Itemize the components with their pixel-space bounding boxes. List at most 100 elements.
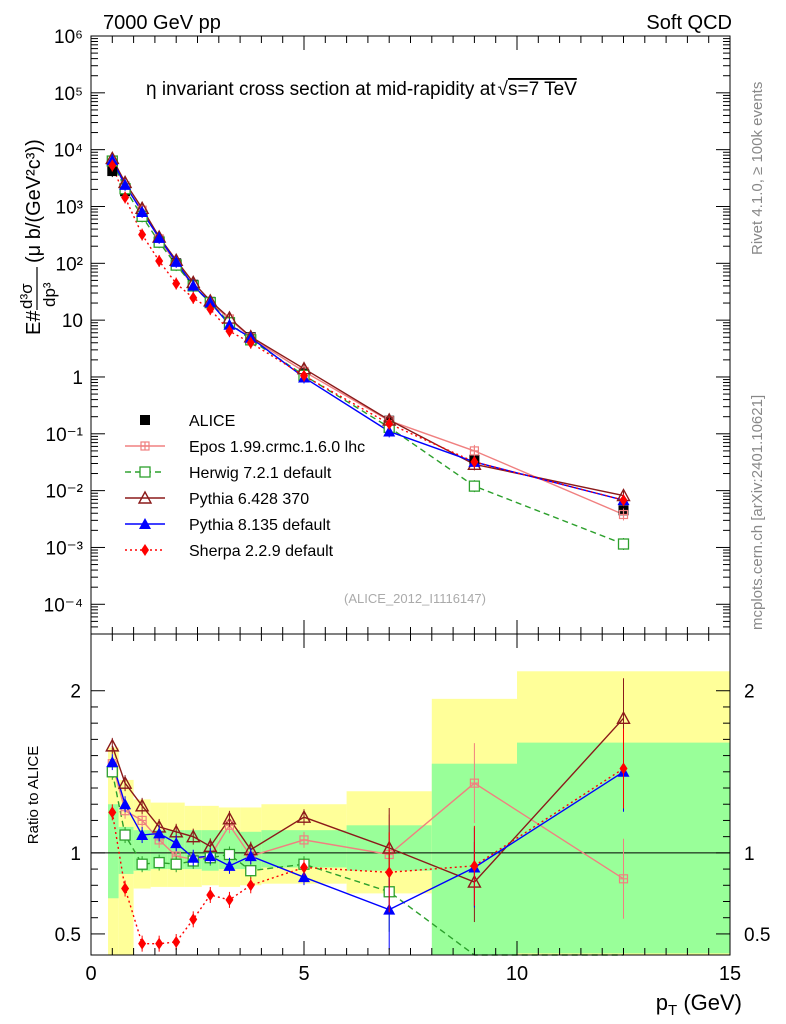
data-point-sherpa-2-2-9-default — [138, 228, 147, 241]
ratio-y-tick-label-right: 1 — [744, 844, 755, 865]
ratio-point-pythia-8-135-default — [106, 756, 119, 768]
legend-marker-alice — [140, 415, 150, 425]
ratio-point-pythia-6-428-370 — [616, 710, 631, 725]
data-point-sherpa-2-2-9-default — [246, 336, 255, 349]
data-point-sherpa-2-2-9-default — [206, 303, 215, 316]
ratio-point-sherpa-2-2-9-default — [155, 937, 164, 950]
ratio-point-pythia-8-135-default — [170, 837, 183, 849]
header-left-label: 7000 GeV pp — [103, 12, 221, 34]
legend-label-pythia-8-135-default: Pythia 8.135 default — [189, 517, 331, 534]
data-point-herwig-7-2-1-default — [617, 538, 630, 550]
ratio-point-herwig-7-2-1-default — [136, 858, 148, 870]
x-axis-label: pT (GeV) — [656, 990, 742, 1019]
y-tick-label: 10⁶ — [54, 27, 83, 48]
data-point-pythia-8-135-default — [153, 231, 166, 243]
y-tick-label: 10⁴ — [54, 141, 83, 162]
data-point-sherpa-2-2-9-default — [121, 191, 130, 204]
data-point-sherpa-2-2-9-default — [172, 277, 181, 290]
ylabel-unit: (μ b/(GeV²c³)) — [23, 139, 45, 263]
ratio-point-pythia-6-428-370 — [222, 811, 237, 825]
data-point-sherpa-2-2-9-default — [385, 417, 394, 430]
legend-marker-epos-1-99-crmc-1-6-0-lhc — [140, 441, 150, 451]
ratio-plot-area — [91, 671, 730, 955]
mcplots-credit-label: mcplots.cern.ch [arXiv:2401.10621] — [749, 395, 766, 630]
legend-marker-herwig-7-2-1-default — [139, 466, 151, 478]
legend-marker-pythia-8-135-default — [139, 518, 151, 529]
rivet-version-label: Rivet 4.1.0, ≥ 100k events — [749, 82, 766, 255]
ratio-point-pythia-6-428-370 — [117, 775, 133, 789]
legend-label-sherpa-2-2-9-default: Sherpa 2.2.9 default — [189, 543, 334, 560]
data-point-pythia-8-135-default — [204, 296, 217, 308]
data-point-sherpa-2-2-9-default — [189, 291, 198, 304]
data-point-sherpa-2-2-9-default — [225, 325, 234, 338]
ratio-point-pythia-8-135-default — [223, 859, 236, 871]
y-tick-label: 10⁻² — [46, 482, 84, 503]
data-point-pythia-8-135-default — [136, 205, 149, 217]
ratio-point-pythia-8-135-default — [298, 871, 310, 883]
ratio-point-epos-1-99-crmc-1-6-0-lhc — [137, 815, 147, 826]
ylabel-denominator: dp³ — [40, 282, 59, 307]
ylabel-numerator: d³σ — [17, 283, 36, 309]
ratio-y-tick-label-right: 2 — [744, 682, 755, 703]
ratio-point-pythia-8-135-default — [204, 850, 217, 862]
legend-label-alice: ALICE — [189, 413, 235, 430]
ratio-y-tick-label: 2 — [70, 682, 81, 703]
legend-marker-pythia-6-428-370 — [137, 490, 153, 504]
y-tick-label: 1 — [72, 368, 83, 389]
ratio-y-tick-label: 1 — [70, 844, 81, 865]
ratio-point-herwig-7-2-1-default — [170, 858, 182, 870]
data-point-pythia-8-135-default — [223, 318, 236, 330]
legend: ALICE Epos 1.99.crmc.1.6.0 lhc Herwig 7.2.… — [125, 413, 365, 560]
y-tick-label: 10 — [62, 311, 83, 332]
data-point-pythia-8-135-default — [119, 178, 132, 190]
ratio-point-sherpa-2-2-9-default — [189, 913, 198, 926]
ratio-point-sherpa-2-2-9-default — [385, 866, 394, 879]
main-y-axis-label: E# d³σ dp³ (μ b/(GeV²c³)) — [17, 139, 59, 335]
ratio-point-pythia-8-135-default — [244, 850, 257, 862]
data-point-pythia-8-135-default — [383, 425, 396, 437]
ratio-point-sherpa-2-2-9-default — [470, 859, 479, 872]
x-tick-label: 10 — [506, 963, 528, 985]
ratio-point-herwig-7-2-1-default — [153, 856, 165, 869]
ratio-point-sherpa-2-2-9-default — [138, 937, 147, 950]
legend-label-herwig-7-2-1-default: Herwig 7.2.1 default — [189, 465, 332, 482]
ratio-point-sherpa-2-2-9-default — [206, 889, 215, 902]
ratio-point-sherpa-2-2-9-default — [108, 806, 117, 819]
y-tick-label: 10⁵ — [54, 84, 83, 105]
main-title: η invariant cross section at mid-rapidit… — [146, 79, 577, 100]
data-point-herwig-7-2-1-default — [468, 480, 481, 492]
data-point-sherpa-2-2-9-default — [300, 369, 308, 382]
analysis-watermark: (ALICE_2012_I1116147) — [344, 591, 486, 606]
y-tick-label: 10⁻³ — [46, 538, 84, 559]
ratio-point-sherpa-2-2-9-default — [300, 861, 308, 874]
data-point-pythia-8-135-default — [187, 279, 200, 291]
ratio-point-pythia-6-428-370 — [186, 829, 201, 843]
x-tick-label: 0 — [85, 963, 96, 985]
main-frame — [90, 35, 731, 635]
ratio-point-pythia-8-135-default — [187, 851, 200, 863]
ratio-point-sherpa-2-2-9-default — [121, 882, 130, 895]
ratio-point-pythia-8-135-default — [153, 827, 166, 839]
ratio-point-pythia-8-135-default — [136, 829, 149, 841]
ratio-point-sherpa-2-2-9-default — [619, 762, 628, 775]
data-point-epos-1-99-crmc-1-6-0-lhc — [469, 446, 479, 456]
ratio-point-pythia-6-428-370 — [296, 809, 312, 823]
header-right-label: Soft QCD — [646, 12, 732, 34]
ratio-point-sherpa-2-2-9-default — [172, 936, 181, 949]
y-tick-label: 10² — [56, 254, 83, 275]
ratio-point-epos-1-99-crmc-1-6-0-lhc — [299, 835, 309, 845]
ratio-point-herwig-7-2-1-default — [245, 865, 257, 877]
uncertainty-band-inner — [108, 804, 119, 899]
y-tick-label: 10³ — [56, 197, 83, 218]
ratio-y-tick-label-right: 0.5 — [744, 925, 770, 946]
ratio-point-sherpa-2-2-9-default — [246, 879, 255, 892]
data-point-sherpa-2-2-9-default — [108, 159, 117, 172]
data-point-sherpa-2-2-9-default — [470, 455, 479, 468]
ratio-point-pythia-6-428-370 — [134, 798, 150, 812]
data-point-pythia-8-135-default — [170, 255, 183, 267]
data-point-sherpa-2-2-9-default — [155, 254, 164, 267]
legend-label-epos-1-99-crmc-1-6-0-lhc: Epos 1.99.crmc.1.6.0 lhc — [189, 439, 365, 456]
ratio-point-sherpa-2-2-9-default — [225, 893, 234, 906]
ratio-point-epos-1-99-crmc-1-6-0-lhc — [469, 778, 479, 788]
